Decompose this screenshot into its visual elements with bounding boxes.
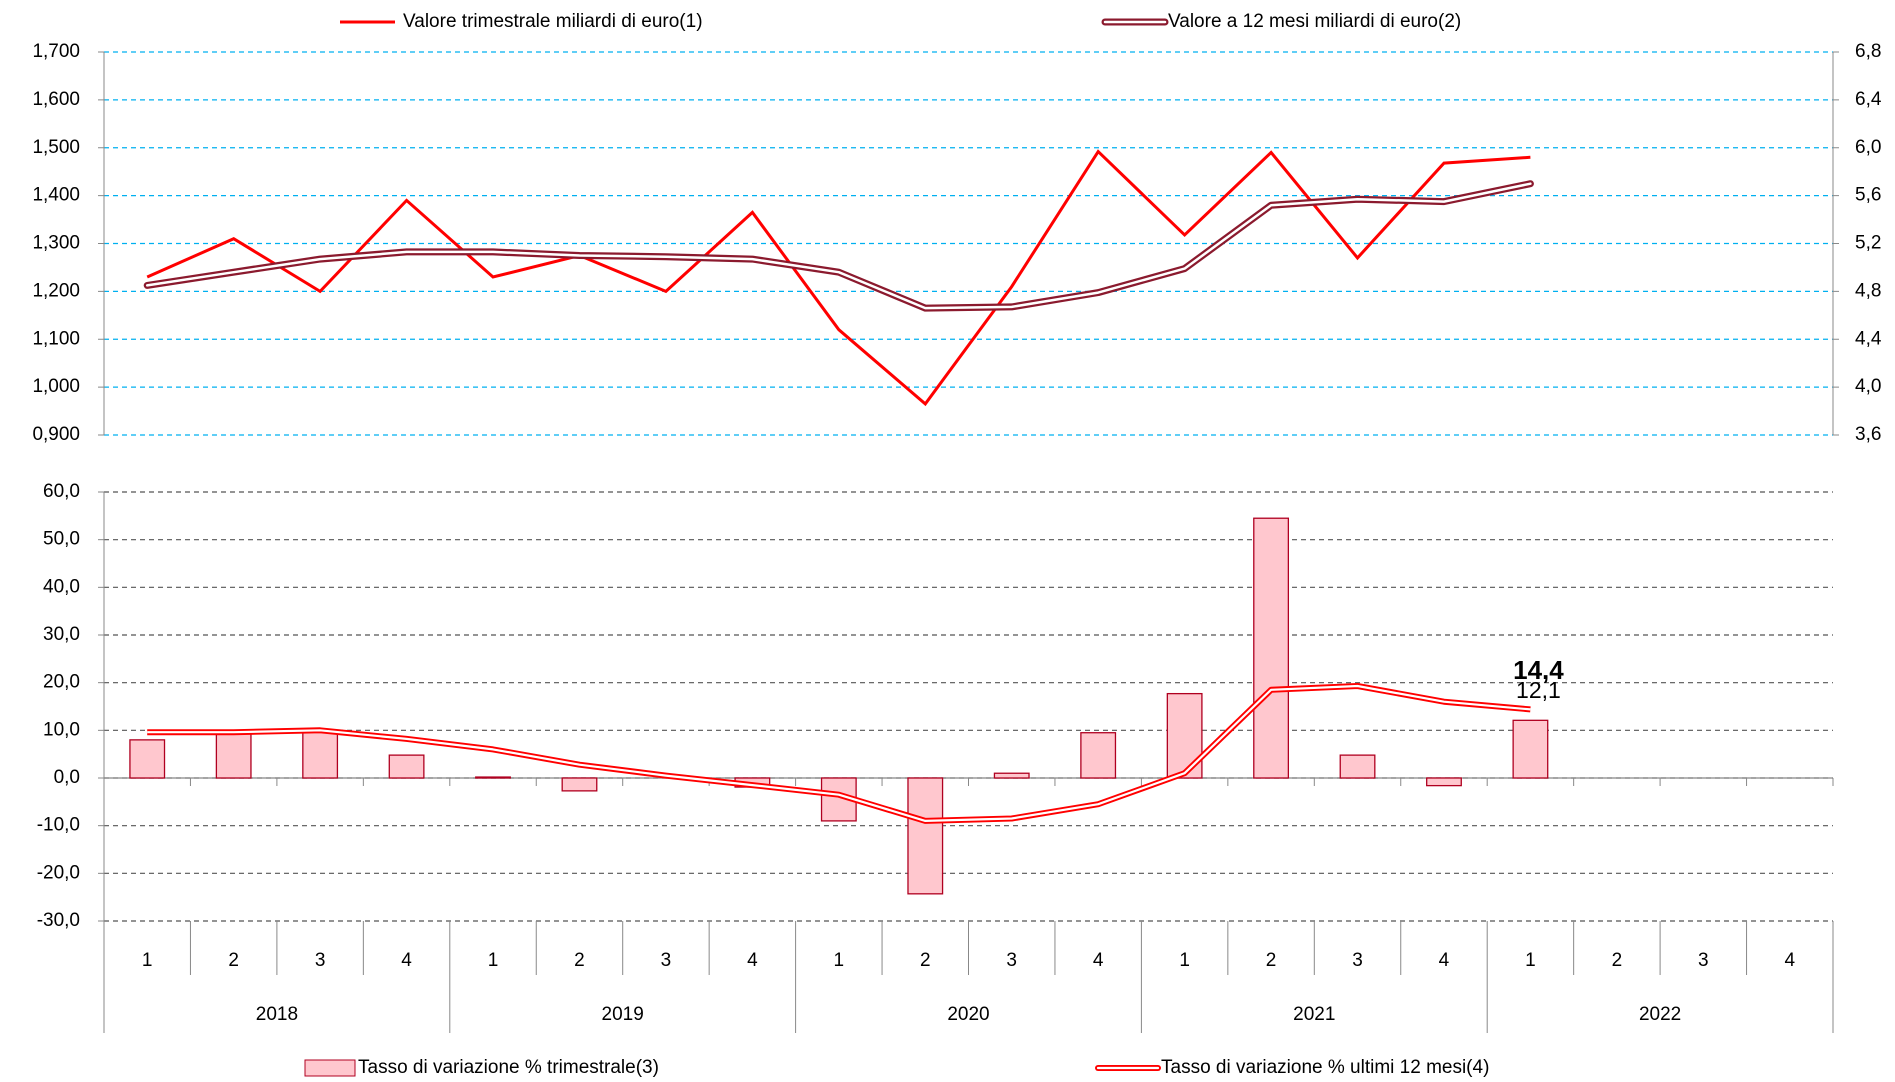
y-tick-label: 1,100: [32, 328, 80, 349]
y-tick-label: 1,300: [32, 233, 80, 254]
y2-tick-label: 6,0: [1855, 137, 1881, 158]
y2-tick-label: 5,6: [1855, 185, 1881, 206]
y2-tick-label: 6,4: [1855, 89, 1882, 110]
x-tick-label: 4: [401, 950, 412, 971]
legend-label: Valore a 12 mesi miliardi di euro(2): [1168, 11, 1461, 32]
x-tick-label: 2: [228, 950, 239, 971]
x-tick-label: 2: [920, 950, 931, 971]
line-series-inner: [145, 182, 1532, 310]
y2-tick-label: 6,8: [1855, 41, 1881, 62]
y-tick-label: 1,200: [32, 280, 80, 301]
bar: [907, 777, 944, 895]
legend-swatch: [304, 1059, 356, 1077]
y-tick-label: 0,0: [54, 767, 80, 788]
y-tick-label: 40,0: [43, 576, 80, 597]
y-tick-label: 1,700: [32, 41, 80, 62]
bar: [1339, 754, 1376, 779]
line-series: [146, 149, 1531, 407]
x-tick-label: 3: [1352, 950, 1363, 971]
bar: [388, 754, 425, 779]
y-tick-label: 1,500: [32, 137, 80, 158]
y-tick-label: 0,900: [32, 424, 80, 445]
y2-tick-label: 3,6: [1855, 424, 1881, 445]
data-label: 14,4: [1513, 655, 1564, 685]
x-group-label: 2020: [947, 1004, 989, 1025]
bar: [475, 776, 511, 779]
legend-label: Tasso di variazione % ultimi 12 mesi(4): [1161, 1057, 1489, 1078]
data-label: 12,1: [1516, 677, 1561, 703]
legend-label: Valore trimestrale miliardi di euro(1): [403, 11, 703, 32]
x-tick-label: 3: [1698, 950, 1709, 971]
x-tick-label: 3: [1006, 950, 1017, 971]
x-tick-label: 1: [834, 950, 845, 971]
legend-label: Tasso di variazione % trimestrale(3): [358, 1057, 659, 1078]
y-tick-label: 10,0: [43, 719, 80, 740]
y2-tick-label: 4,4: [1855, 328, 1882, 349]
x-tick-label: 3: [661, 950, 672, 971]
x-tick-label: 1: [1179, 950, 1190, 971]
bar: [129, 739, 166, 779]
x-tick-label: 2: [1612, 950, 1623, 971]
y-tick-label: 1,600: [32, 89, 80, 110]
x-tick-label: 4: [1439, 950, 1450, 971]
y-tick-label: 20,0: [43, 672, 80, 693]
y-tick-label: 60,0: [43, 481, 80, 502]
x-tick-label: 1: [1525, 950, 1536, 971]
x-group-label: 2021: [1293, 1004, 1335, 1025]
y-tick-label: -30,0: [37, 910, 80, 931]
y2-tick-label: 4,0: [1855, 376, 1881, 397]
x-tick-label: 3: [315, 950, 326, 971]
y-tick-label: 50,0: [43, 529, 80, 550]
y-tick-label: 1,400: [32, 185, 80, 206]
y2-tick-label: 5,2: [1855, 233, 1881, 254]
x-tick-label: 2: [1266, 950, 1277, 971]
x-tick-label: 1: [488, 950, 499, 971]
bar: [561, 777, 598, 792]
x-group-label: 2018: [256, 1004, 298, 1025]
bar: [993, 772, 1030, 779]
x-tick-label: 4: [1784, 950, 1795, 971]
bar: [215, 730, 252, 779]
x-group-label: 2019: [602, 1004, 644, 1025]
x-tick-label: 1: [142, 950, 153, 971]
y-tick-label: 30,0: [43, 624, 80, 645]
bar: [1426, 777, 1462, 787]
bar: [1080, 732, 1117, 779]
x-tick-label: 4: [1093, 950, 1104, 971]
x-tick-label: 2: [574, 950, 585, 971]
y-tick-label: 1,000: [32, 376, 80, 397]
y-tick-label: -10,0: [37, 815, 80, 836]
bar: [302, 730, 339, 779]
x-tick-label: 4: [747, 950, 758, 971]
x-group-label: 2022: [1639, 1004, 1681, 1025]
bar: [1253, 517, 1290, 779]
y2-tick-label: 4,8: [1855, 280, 1881, 301]
y-tick-label: -20,0: [37, 862, 80, 883]
line-series-inner: [147, 684, 1531, 822]
bar: [1512, 719, 1549, 779]
